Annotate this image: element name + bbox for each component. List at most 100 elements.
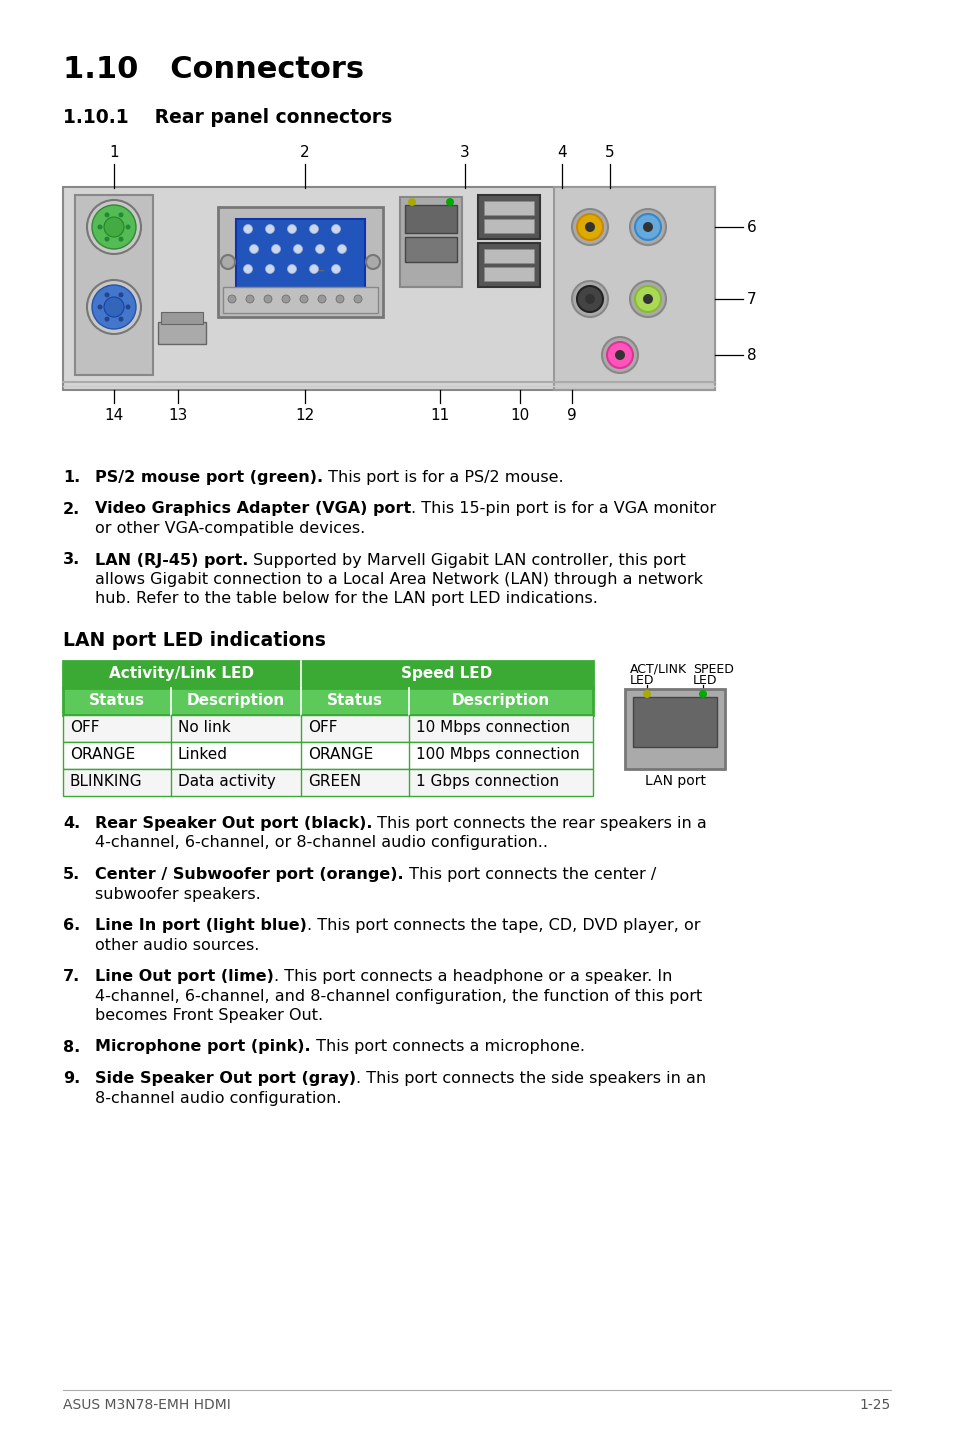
- Text: LAN port: LAN port: [644, 774, 705, 788]
- Circle shape: [309, 224, 318, 233]
- Bar: [63, 715, 593, 742]
- Bar: [63, 687, 593, 715]
- Bar: [624, 689, 724, 769]
- Bar: [483, 201, 534, 216]
- Text: hub. Refer to the table below for the LAN port LED indications.: hub. Refer to the table below for the LA…: [95, 591, 598, 607]
- Text: Status: Status: [89, 693, 145, 707]
- Text: This port connects a microphone.: This port connects a microphone.: [311, 1040, 584, 1054]
- Text: 9: 9: [566, 408, 577, 423]
- Bar: [483, 219, 534, 233]
- Text: LAN (RJ-45) port.: LAN (RJ-45) port.: [95, 552, 248, 568]
- Circle shape: [265, 265, 274, 273]
- Circle shape: [629, 209, 665, 244]
- Text: ORANGE: ORANGE: [308, 746, 373, 762]
- Text: This port is for a PS/2 mouse.: This port is for a PS/2 mouse.: [323, 470, 563, 485]
- Circle shape: [221, 255, 234, 269]
- Text: Video Graphics Adapter (VGA) port: Video Graphics Adapter (VGA) port: [95, 502, 411, 516]
- Bar: [405, 237, 456, 262]
- Text: 8-channel audio configuration.: 8-channel audio configuration.: [95, 1090, 341, 1106]
- Text: Data activity: Data activity: [178, 774, 275, 789]
- Text: 6: 6: [746, 220, 756, 234]
- Bar: [554, 187, 714, 390]
- Text: 12: 12: [295, 408, 314, 423]
- Circle shape: [287, 265, 296, 273]
- Circle shape: [118, 213, 123, 217]
- Text: subwoofer speakers.: subwoofer speakers.: [95, 886, 260, 902]
- Circle shape: [572, 280, 607, 316]
- Text: Description: Description: [452, 693, 550, 707]
- Text: Microphone port (pink).: Microphone port (pink).: [95, 1040, 311, 1054]
- Circle shape: [577, 286, 602, 312]
- Text: 7: 7: [746, 292, 756, 306]
- Circle shape: [699, 690, 706, 697]
- Text: 2: 2: [300, 145, 310, 160]
- Bar: [483, 267, 534, 280]
- Text: 1-25: 1-25: [859, 1398, 890, 1412]
- Text: 1.: 1.: [63, 470, 80, 485]
- Circle shape: [91, 206, 136, 249]
- Circle shape: [105, 237, 110, 242]
- Circle shape: [105, 213, 110, 217]
- Circle shape: [331, 224, 340, 233]
- Text: 4: 4: [557, 145, 566, 160]
- Text: ORANGE: ORANGE: [70, 746, 135, 762]
- Text: 4-channel, 6-channel, and 8-channel configuration, the function of this port: 4-channel, 6-channel, and 8-channel conf…: [95, 988, 701, 1004]
- Text: LAN port LED indications: LAN port LED indications: [63, 631, 326, 650]
- Text: BLINKING: BLINKING: [70, 774, 143, 789]
- Text: Speed LED: Speed LED: [401, 666, 492, 682]
- Circle shape: [91, 285, 136, 329]
- Text: 5.: 5.: [63, 867, 80, 881]
- Circle shape: [446, 198, 454, 206]
- Circle shape: [264, 295, 272, 303]
- Circle shape: [642, 690, 650, 697]
- Text: Rear Speaker Out port (black).: Rear Speaker Out port (black).: [95, 815, 372, 831]
- Circle shape: [366, 255, 379, 269]
- Text: 2.: 2.: [63, 502, 80, 516]
- Circle shape: [642, 221, 652, 232]
- Text: becomes Front Speaker Out.: becomes Front Speaker Out.: [95, 1008, 323, 1022]
- Bar: [399, 197, 461, 288]
- Text: ACT/LINK: ACT/LINK: [629, 663, 686, 676]
- Circle shape: [287, 224, 296, 233]
- Text: 3: 3: [459, 145, 470, 160]
- Text: 7.: 7.: [63, 969, 80, 984]
- Text: 14: 14: [104, 408, 124, 423]
- Text: other audio sources.: other audio sources.: [95, 938, 259, 952]
- Bar: [63, 769, 593, 797]
- Text: 4.: 4.: [63, 815, 80, 831]
- Circle shape: [228, 295, 235, 303]
- Circle shape: [243, 224, 253, 233]
- Circle shape: [243, 265, 253, 273]
- Circle shape: [337, 244, 346, 253]
- Bar: [405, 206, 456, 233]
- Circle shape: [87, 280, 141, 334]
- Circle shape: [642, 293, 652, 303]
- Circle shape: [572, 209, 607, 244]
- Circle shape: [635, 286, 660, 312]
- Text: ASUS M3N78-EMH HDMI: ASUS M3N78-EMH HDMI: [63, 1398, 231, 1412]
- Bar: [477, 243, 539, 288]
- Circle shape: [104, 298, 124, 316]
- Text: Center / Subwoofer port (orange).: Center / Subwoofer port (orange).: [95, 867, 403, 881]
- Text: 100 Mbps connection: 100 Mbps connection: [416, 746, 579, 762]
- Circle shape: [118, 292, 123, 298]
- Text: . This port connects the tape, CD, DVD player, or: . This port connects the tape, CD, DVD p…: [307, 917, 700, 933]
- Circle shape: [606, 342, 633, 368]
- Circle shape: [104, 217, 124, 237]
- Text: LED: LED: [692, 674, 717, 687]
- Bar: [218, 207, 382, 316]
- Text: PS/2 mouse port (green).: PS/2 mouse port (green).: [95, 470, 323, 485]
- Circle shape: [629, 280, 665, 316]
- Circle shape: [97, 305, 102, 309]
- Text: This port connects the center /: This port connects the center /: [403, 867, 656, 881]
- Circle shape: [246, 295, 253, 303]
- Bar: [75, 196, 152, 375]
- Circle shape: [105, 292, 110, 298]
- Circle shape: [126, 224, 131, 230]
- Circle shape: [635, 214, 660, 240]
- Circle shape: [408, 198, 416, 206]
- Text: 1.10   Connectors: 1.10 Connectors: [63, 55, 364, 83]
- Text: 5: 5: [604, 145, 614, 160]
- Text: LED: LED: [629, 674, 654, 687]
- Text: Linked: Linked: [178, 746, 228, 762]
